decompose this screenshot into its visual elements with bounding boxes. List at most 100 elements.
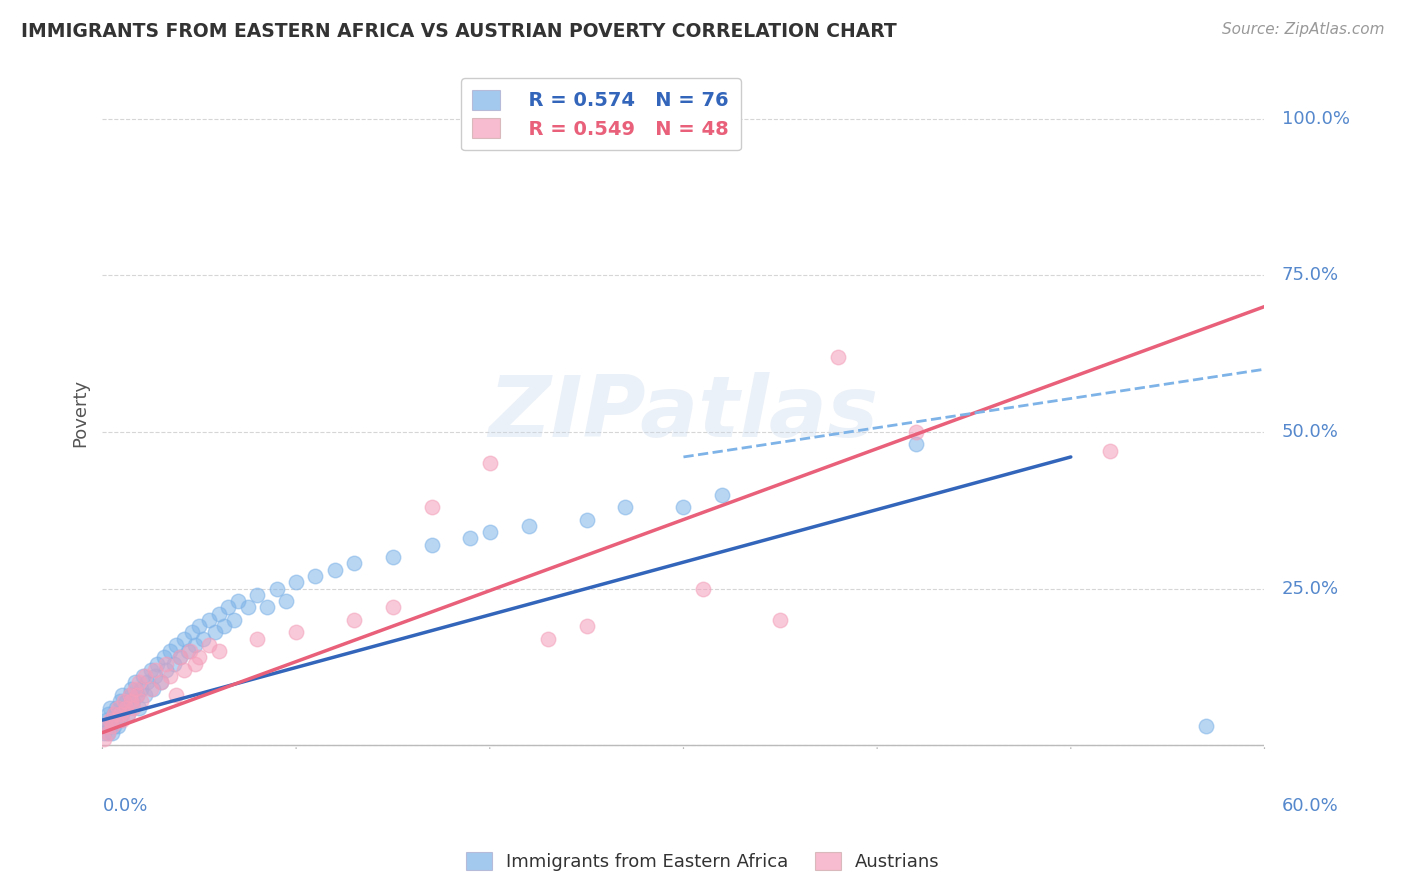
Point: [420, 538, 443, 552]
Point: [184, 638, 207, 652]
Point: [127, 688, 149, 702]
Point: [226, 594, 249, 608]
Point: [129, 694, 152, 708]
Point: [217, 600, 239, 615]
Point: [124, 681, 146, 696]
Point: [112, 700, 135, 714]
Point: [304, 569, 326, 583]
Point: [108, 694, 131, 708]
Point: [672, 500, 695, 514]
Point: [124, 675, 146, 690]
Point: [198, 613, 221, 627]
Point: [108, 713, 131, 727]
Point: [246, 632, 269, 646]
Point: [108, 706, 131, 721]
Point: [97, 725, 120, 739]
Point: [122, 694, 145, 708]
Point: [614, 500, 637, 514]
Point: [1195, 719, 1218, 733]
Point: [575, 619, 598, 633]
Point: [101, 719, 124, 733]
Text: 0.0%: 0.0%: [103, 797, 148, 814]
Point: [173, 632, 195, 646]
Point: [236, 600, 259, 615]
Point: [107, 706, 129, 721]
Point: [904, 425, 927, 439]
Point: [149, 675, 172, 690]
Point: [117, 706, 139, 721]
Point: [276, 594, 298, 608]
Point: [101, 725, 124, 739]
Point: [711, 487, 734, 501]
Point: [165, 688, 187, 702]
Point: [381, 600, 404, 615]
Point: [208, 607, 231, 621]
Point: [121, 694, 143, 708]
Point: [169, 650, 191, 665]
Point: [114, 700, 136, 714]
Point: [103, 719, 125, 733]
Point: [153, 650, 176, 665]
Legend: Immigrants from Eastern Africa, Austrians: Immigrants from Eastern Africa, Austrian…: [460, 845, 946, 879]
Point: [97, 725, 120, 739]
Point: [118, 688, 141, 702]
Point: [246, 588, 269, 602]
Point: [118, 688, 141, 702]
Point: [128, 700, 150, 714]
Point: [132, 669, 155, 683]
Point: [136, 675, 159, 690]
Point: [184, 657, 207, 671]
Point: [169, 650, 191, 665]
Point: [98, 700, 121, 714]
Point: [173, 663, 195, 677]
Legend:   R = 0.574   N = 76,   R = 0.549   N = 48: R = 0.574 N = 76, R = 0.549 N = 48: [461, 78, 741, 151]
Point: [188, 650, 211, 665]
Point: [155, 663, 177, 677]
Point: [204, 625, 226, 640]
Point: [98, 713, 121, 727]
Point: [256, 600, 278, 615]
Point: [478, 456, 501, 470]
Y-axis label: Poverty: Poverty: [72, 379, 89, 447]
Point: [692, 582, 714, 596]
Text: Source: ZipAtlas.com: Source: ZipAtlas.com: [1222, 22, 1385, 37]
Text: 100.0%: 100.0%: [1282, 110, 1350, 128]
Point: [155, 657, 177, 671]
Point: [107, 700, 129, 714]
Point: [134, 669, 156, 683]
Point: [96, 713, 118, 727]
Point: [188, 619, 211, 633]
Text: 25.0%: 25.0%: [1282, 580, 1339, 598]
Point: [180, 625, 202, 640]
Point: [143, 669, 166, 683]
Point: [111, 713, 134, 727]
Point: [96, 719, 118, 733]
Point: [478, 525, 501, 540]
Point: [104, 713, 127, 727]
Point: [179, 644, 201, 658]
Point: [159, 669, 181, 683]
Point: [165, 638, 187, 652]
Point: [97, 706, 120, 721]
Text: 75.0%: 75.0%: [1282, 267, 1339, 285]
Point: [420, 500, 443, 514]
Text: 50.0%: 50.0%: [1282, 423, 1339, 441]
Point: [112, 694, 135, 708]
Point: [104, 700, 127, 714]
Point: [121, 681, 143, 696]
Point: [285, 625, 308, 640]
Point: [904, 437, 927, 451]
Point: [285, 575, 308, 590]
Text: IMMIGRANTS FROM EASTERN AFRICA VS AUSTRIAN POVERTY CORRELATION CHART: IMMIGRANTS FROM EASTERN AFRICA VS AUSTRI…: [21, 22, 897, 41]
Point: [208, 644, 231, 658]
Point: [139, 681, 162, 696]
Point: [134, 688, 156, 702]
Text: ZIPatlas: ZIPatlas: [488, 372, 879, 455]
Point: [176, 644, 198, 658]
Point: [224, 613, 246, 627]
Point: [143, 663, 166, 677]
Point: [1098, 443, 1121, 458]
Point: [537, 632, 560, 646]
Point: [103, 706, 125, 721]
Point: [101, 713, 124, 727]
